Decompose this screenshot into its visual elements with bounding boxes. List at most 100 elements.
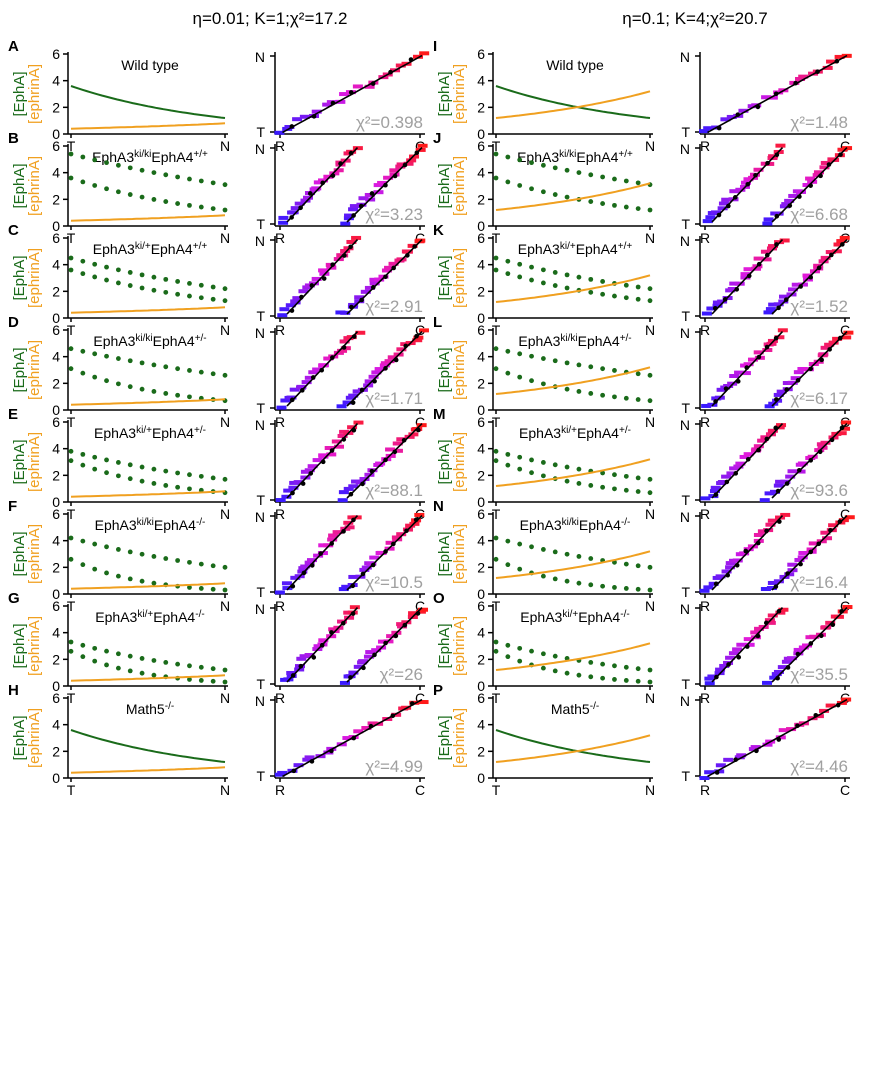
map-data-mark (781, 659, 792, 664)
model-point (808, 274, 813, 280)
y-axis-label: [EphA][ephrinA] (436, 524, 468, 584)
model-point (774, 213, 780, 219)
model-point (308, 471, 314, 476)
epha-dot (517, 566, 523, 572)
model-point (369, 191, 375, 196)
epha-dot (540, 356, 546, 361)
map-data-mark (704, 681, 715, 686)
model-point (784, 387, 789, 392)
map-data-mark (328, 533, 339, 538)
map-y-tick-label: N (680, 325, 690, 341)
y-tick-label: 4 (477, 73, 485, 89)
map-data-mark (718, 201, 729, 206)
map-data-mark (753, 444, 764, 449)
model-point (744, 365, 750, 370)
model-point (409, 701, 415, 706)
map-data-mark (734, 370, 745, 375)
x-tick-label: T (492, 782, 501, 798)
epha-dot (187, 202, 192, 208)
model-point (734, 563, 740, 568)
model-point (319, 367, 325, 373)
map-data-mark (707, 674, 718, 679)
epha-dot (552, 462, 558, 468)
epha-dot (505, 154, 511, 160)
map-data-mark (739, 454, 750, 459)
map-data-mark (798, 550, 809, 555)
model-point (753, 172, 758, 178)
epha-dot (540, 267, 546, 273)
model-point (826, 162, 832, 167)
panel-letter: P (433, 682, 443, 699)
map-data-mark (729, 189, 740, 194)
chi-square-label: χ²=35.5 (790, 665, 848, 684)
epha-dot (80, 370, 86, 376)
model-point (732, 195, 738, 200)
map-data-mark (710, 485, 721, 490)
map-data-mark (391, 535, 402, 540)
epha-dot (187, 293, 192, 299)
model-point (318, 551, 324, 556)
epha-dot (588, 483, 594, 488)
epha-dot (104, 544, 109, 550)
epha-dot (187, 677, 192, 682)
ephrin-line (70, 490, 226, 498)
epha-dot (210, 666, 216, 672)
ephrin-line (70, 122, 226, 130)
model-point (290, 583, 296, 589)
map-data-mark (699, 129, 710, 134)
map-data-mark (775, 735, 786, 740)
map-data-mark (768, 302, 779, 307)
panel-letter: L (433, 314, 442, 331)
epha-dot (564, 194, 570, 200)
epha-dot (139, 194, 145, 200)
map-y-tick-label: N (255, 601, 265, 617)
y-label-ephrin: [ephrinA] (451, 708, 468, 768)
map-y-tick-label: T (681, 124, 690, 140)
epha-dot (222, 587, 228, 593)
y-tick-label: 4 (52, 717, 60, 733)
map-data-mark (765, 620, 776, 625)
epha-dot (68, 639, 74, 645)
map-data-mark (392, 441, 403, 446)
model-point (329, 448, 335, 453)
epha-dot (564, 386, 570, 392)
map-data-mark (281, 494, 292, 499)
model-point (360, 481, 365, 487)
epha-dot (115, 473, 121, 479)
epha-dot (552, 549, 558, 555)
epha-dot (187, 585, 192, 590)
model-point (713, 492, 719, 497)
y-label-ephrin: [ephrinA] (26, 524, 43, 584)
epha-dot (623, 561, 629, 567)
map-data-mark (403, 161, 414, 166)
map-data-mark (318, 268, 329, 273)
x-tick-label: N (645, 506, 655, 522)
epha-dot (198, 561, 204, 567)
map-data-mark (797, 282, 808, 287)
map-data-mark (312, 458, 323, 463)
model-point (290, 490, 295, 496)
y-tick-label: 6 (477, 322, 485, 338)
model-point (776, 608, 782, 614)
epha-dot (139, 578, 145, 584)
epha-dot (623, 295, 629, 301)
epha-dot (92, 374, 98, 380)
map-data-mark (760, 587, 771, 592)
map-data-mark (774, 335, 785, 340)
map-y-tick-label: N (680, 509, 690, 525)
map-data-mark (324, 445, 335, 450)
map-data-mark (418, 328, 429, 333)
map-data-mark (348, 393, 359, 398)
epha-dot (80, 348, 86, 354)
model-point (808, 366, 814, 372)
map-data-mark (304, 653, 315, 658)
epha-dot (647, 490, 653, 496)
map-data-mark (802, 643, 813, 648)
map-data-mark (735, 461, 746, 466)
epha-dot (151, 362, 157, 368)
epha-dot (210, 206, 216, 211)
y-tick-label: 2 (477, 651, 485, 667)
map-data-mark (824, 342, 835, 347)
epha-dot (139, 360, 145, 366)
model-point (765, 160, 770, 166)
